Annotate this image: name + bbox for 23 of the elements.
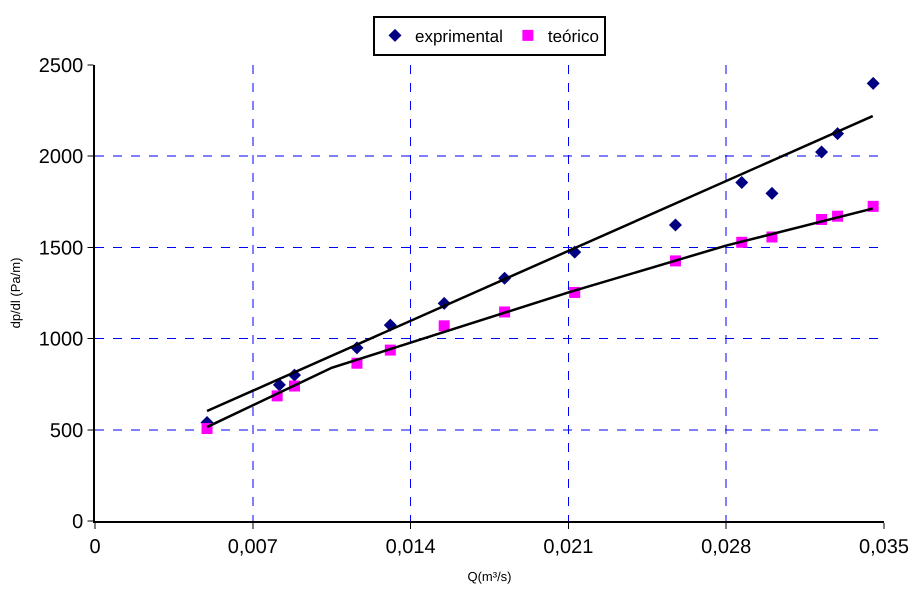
x-tick-label: 0,028 [701,536,752,558]
point [438,320,450,332]
y-tick-label: 2000 [38,146,84,168]
legend-label: teórico [548,27,599,46]
legend-label: exprimental [415,27,503,46]
y-tick-label: 0 [72,511,84,533]
x-tick-label: 0 [89,536,101,558]
x-tick-label: 0,021 [543,536,594,558]
point [866,76,880,90]
point [668,218,682,232]
point [272,378,286,392]
point [815,146,828,158]
y-tick-label: 1000 [38,328,84,351]
y-tick-label: 500 [50,420,84,442]
point [765,186,778,200]
y-axis-title: dp/dl (Pa/m) [8,258,24,328]
x-tick-label: 0,014 [386,536,436,558]
y-tick-label: 1500 [38,237,84,260]
x-tick-label: 0,035 [858,536,910,558]
point [735,176,748,189]
x-axis-title: Q(m³/s) [467,568,512,584]
x-tick-label: 0,007 [228,536,278,558]
y-tick-label: 2500 [38,55,84,77]
